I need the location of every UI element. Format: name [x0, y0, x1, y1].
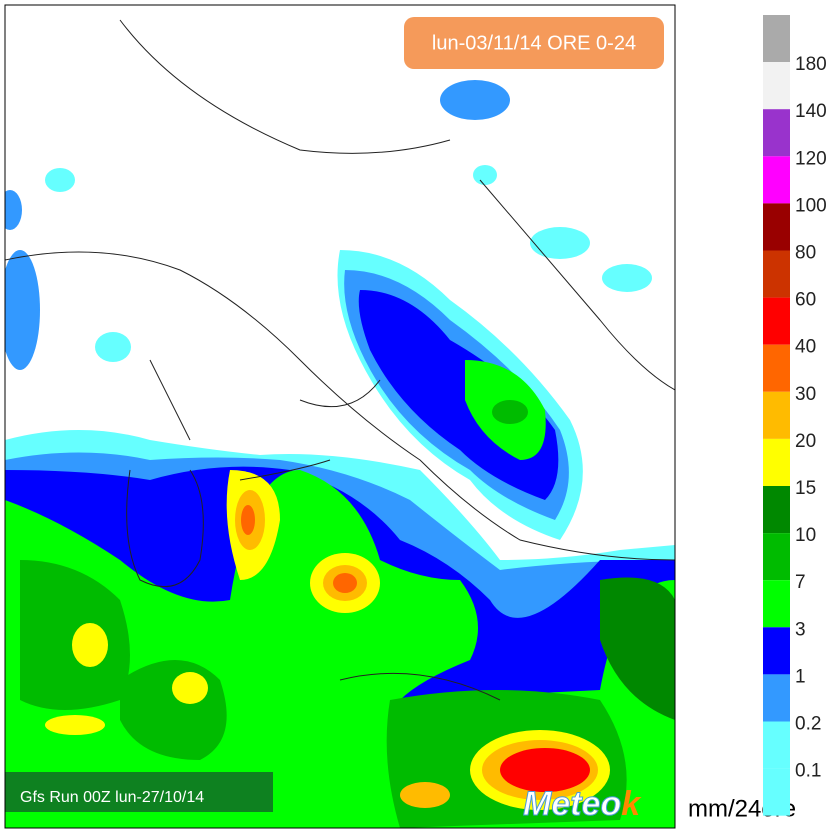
color-legend: 180 140 120 100 80 60 40 30 20 15 10 7 3 1 0.2 0.1: [763, 15, 827, 816]
title-badge: [404, 17, 664, 69]
legend-swatch: [763, 344, 790, 392]
legend-label: 80: [795, 243, 816, 264]
legend-label: 7: [795, 572, 806, 593]
logo-accent: k: [621, 785, 642, 823]
legend-swatch: [763, 627, 790, 675]
map-area: [5, 5, 675, 828]
model-run: Gfs Run 00Z lun-27/10/14: [20, 789, 204, 806]
legend-label: 60: [795, 290, 816, 311]
legend-label: 1: [795, 666, 806, 687]
legend-swatch: [763, 533, 790, 581]
legend-swatch: [763, 156, 790, 204]
legend-swatch: [763, 768, 790, 816]
legend-label: 20: [795, 431, 816, 452]
legend-swatch: [763, 438, 790, 486]
legend-swatch: [763, 486, 790, 534]
legend-label: 100: [795, 195, 827, 216]
legend-label: 15: [795, 478, 816, 499]
legend-label: 0.2: [795, 714, 821, 735]
precip-fields: [5, 80, 675, 828]
legend-swatch: [763, 62, 790, 110]
legend-label: 120: [795, 148, 827, 169]
legend-swatch: [763, 109, 790, 157]
legend-swatch: [763, 580, 790, 628]
logo: Meteok: [523, 785, 642, 823]
legend-label: 40: [795, 337, 816, 358]
legend-swatch: [763, 203, 790, 251]
legend-label: 3: [795, 619, 806, 640]
legend-swatch: [763, 250, 790, 298]
legend-swatch-top: [763, 15, 790, 63]
legend-label: 180: [795, 54, 827, 75]
legend-label: 140: [795, 101, 827, 122]
map-title: lun-03/11/14 ORE 0-24: [432, 32, 636, 54]
legend-swatch: [763, 721, 790, 769]
legend-swatch: [763, 297, 790, 345]
legend-swatch: [763, 674, 790, 722]
logo-main: Meteo: [523, 785, 621, 823]
legend-swatch: [763, 391, 790, 439]
legend-label: 10: [795, 525, 816, 546]
legend-label: 30: [795, 384, 816, 405]
legend-label: 0.1: [795, 761, 821, 782]
